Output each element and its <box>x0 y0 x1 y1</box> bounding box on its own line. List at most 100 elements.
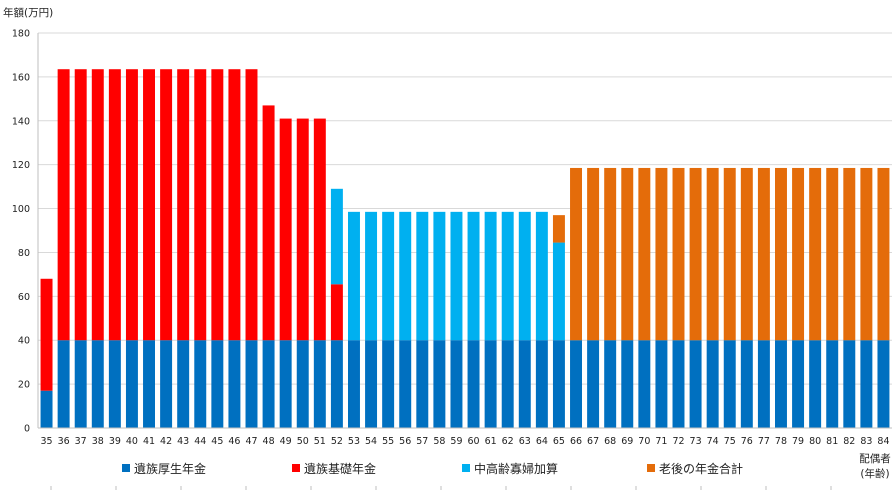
bar-segment-1 <box>775 340 787 428</box>
x-tick-label: 69 <box>621 436 633 447</box>
x-tick-label: 46 <box>228 436 240 447</box>
bar-segment-1 <box>313 340 326 428</box>
bar-segment-2 <box>194 69 207 341</box>
bar-segment-4 <box>757 167 770 341</box>
bar-segment-1 <box>382 340 395 428</box>
bar-segment-1 <box>450 340 463 428</box>
x-tick-label: 81 <box>826 436 838 447</box>
bar-segment-1 <box>177 340 190 428</box>
x-tick-label: 59 <box>450 436 462 447</box>
bar-segment-1 <box>57 340 70 428</box>
bar-segment-1 <box>125 340 138 428</box>
bar-segment-2 <box>160 69 173 341</box>
legend-label: 中高齢寡婦加算 <box>474 461 558 476</box>
x-tick-label: 65 <box>553 436 565 447</box>
bar-segment-3 <box>416 211 429 341</box>
x-tick-label: 77 <box>758 436 770 447</box>
bar-segment-1 <box>40 390 53 428</box>
bar-segment-1 <box>638 340 651 428</box>
bar-segment-2 <box>40 278 53 391</box>
x-tick-label: 40 <box>126 436 138 447</box>
bar-segment-1 <box>570 340 582 428</box>
bar-segment-3 <box>433 211 446 341</box>
x-tick-label: 73 <box>690 436 702 447</box>
legend-label: 老後の年金合計 <box>659 461 743 476</box>
y-tick-label: 100 <box>12 204 30 215</box>
x-tick-label: 51 <box>314 436 326 447</box>
bar-segment-1 <box>877 340 890 428</box>
bar-segment-2 <box>262 105 275 341</box>
bar-segment-3 <box>348 211 360 341</box>
x-tick-label: 57 <box>416 436 428 447</box>
x-tick-label: 54 <box>365 436 377 447</box>
bar-segment-3 <box>399 211 412 341</box>
x-tick-label: 55 <box>382 436 394 447</box>
x-tick-label: 66 <box>570 436 582 447</box>
legend-label: 遺族厚生年金 <box>134 461 206 476</box>
x-tick-label: 49 <box>280 436 292 447</box>
bar-segment-1 <box>757 340 770 428</box>
x-tick-label: 71 <box>655 436 667 447</box>
bar-segment-4 <box>826 167 839 341</box>
x-tick-label: 79 <box>792 436 804 447</box>
bar-segment-4 <box>587 167 600 341</box>
bar-segment-1 <box>843 340 856 428</box>
legend-swatch <box>462 464 470 472</box>
bar-segment-1 <box>552 340 565 428</box>
x-tick-label: 74 <box>707 436 719 447</box>
bar-segment-3 <box>467 211 480 341</box>
x-tick-label: 62 <box>502 436 514 447</box>
x-tick-label: 37 <box>75 436 87 447</box>
bar-segment-1 <box>330 340 343 428</box>
bar-segment-1 <box>160 340 173 428</box>
x-tick-labels: 35 36 37 38 39 40 41 42 43 44 45 46 47 48 49 50 51 52 53 54… <box>40 436 889 447</box>
bar-segment-1 <box>604 340 617 428</box>
axes <box>37 33 892 429</box>
y-tick-label: 180 <box>12 29 30 40</box>
x-axis-unit-label-2: (年齢) <box>860 467 889 480</box>
x-tick-label: 64 <box>536 436 548 447</box>
x-tick-label: 82 <box>843 436 855 447</box>
bar-segment-1 <box>143 340 155 428</box>
y-tick-label: 80 <box>18 248 30 259</box>
bar-segment-1 <box>416 340 429 428</box>
bar-segment-4 <box>740 167 753 341</box>
bar-segment-1 <box>860 340 873 428</box>
bar-segment-1 <box>245 340 258 428</box>
bar-segment-4 <box>723 167 736 341</box>
x-tick-label: 83 <box>860 436 872 447</box>
x-axis-unit-label-1: 配偶者 <box>859 452 891 465</box>
x-tick-label: 42 <box>160 436 172 447</box>
bar-segment-1 <box>108 340 121 428</box>
bar-segment-1 <box>228 340 241 428</box>
bar-segment-1 <box>348 340 360 428</box>
x-tick-label: 76 <box>741 436 753 447</box>
bar-segment-1 <box>826 340 839 428</box>
legend-swatch <box>122 464 130 472</box>
bar-segment-1 <box>689 340 702 428</box>
bar-segment-4 <box>655 167 668 341</box>
bar-segment-4 <box>621 167 634 341</box>
bar-segment-2 <box>211 69 224 341</box>
bar-segment-1 <box>723 340 736 428</box>
y-tick-label: 120 <box>12 160 30 171</box>
x-tick-label: 56 <box>399 436 411 447</box>
y-tick-label: 40 <box>18 336 30 347</box>
x-tick-label: 38 <box>92 436 104 447</box>
x-tick-label: 75 <box>724 436 736 447</box>
bar-segment-4 <box>877 167 890 341</box>
bar-segment-1 <box>211 340 224 428</box>
bar-segment-4 <box>689 167 702 341</box>
x-tick-label: 58 <box>433 436 445 447</box>
bar-segment-2 <box>57 69 70 341</box>
bar-segment-3 <box>484 211 497 341</box>
bar-segment-3 <box>552 242 565 341</box>
bar-segment-4 <box>552 215 565 243</box>
bar-segment-1 <box>399 340 412 428</box>
bar-segment-3 <box>501 211 514 341</box>
bar-segment-1 <box>672 340 685 428</box>
bar-segment-4 <box>638 167 651 341</box>
x-tick-label: 60 <box>467 436 479 447</box>
bar-segment-2 <box>313 118 326 341</box>
